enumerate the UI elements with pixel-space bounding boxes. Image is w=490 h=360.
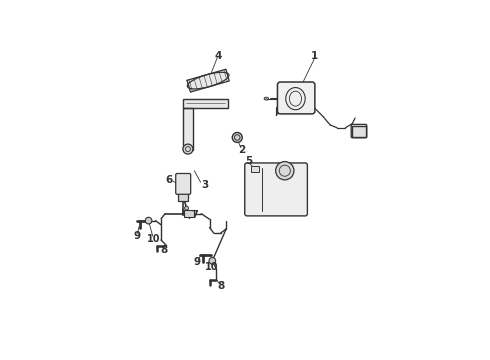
Text: 2: 2	[238, 145, 245, 155]
FancyBboxPatch shape	[277, 82, 315, 114]
Circle shape	[145, 217, 152, 224]
Text: 9: 9	[134, 231, 141, 241]
Text: 8: 8	[217, 281, 224, 291]
Text: 8: 8	[160, 245, 168, 255]
Circle shape	[183, 144, 193, 154]
FancyBboxPatch shape	[176, 174, 191, 194]
FancyBboxPatch shape	[245, 163, 307, 216]
Circle shape	[276, 162, 294, 180]
Bar	[352, 126, 366, 136]
Bar	[178, 192, 188, 201]
Circle shape	[209, 257, 216, 264]
Circle shape	[185, 206, 189, 210]
Polygon shape	[183, 99, 227, 108]
Text: 3: 3	[202, 180, 209, 190]
Text: 4: 4	[214, 51, 221, 61]
Bar	[183, 108, 193, 150]
Polygon shape	[187, 69, 229, 92]
Bar	[184, 210, 194, 217]
Bar	[251, 166, 259, 172]
Circle shape	[232, 132, 242, 143]
Text: 6: 6	[166, 175, 173, 185]
Text: 7: 7	[192, 210, 198, 220]
Text: 9: 9	[194, 257, 200, 267]
Bar	[183, 99, 227, 108]
Text: 10: 10	[205, 262, 219, 272]
Polygon shape	[183, 108, 193, 150]
Ellipse shape	[264, 97, 269, 100]
Text: 1: 1	[311, 51, 318, 61]
Text: 5: 5	[245, 156, 253, 166]
Text: 10: 10	[147, 234, 160, 244]
